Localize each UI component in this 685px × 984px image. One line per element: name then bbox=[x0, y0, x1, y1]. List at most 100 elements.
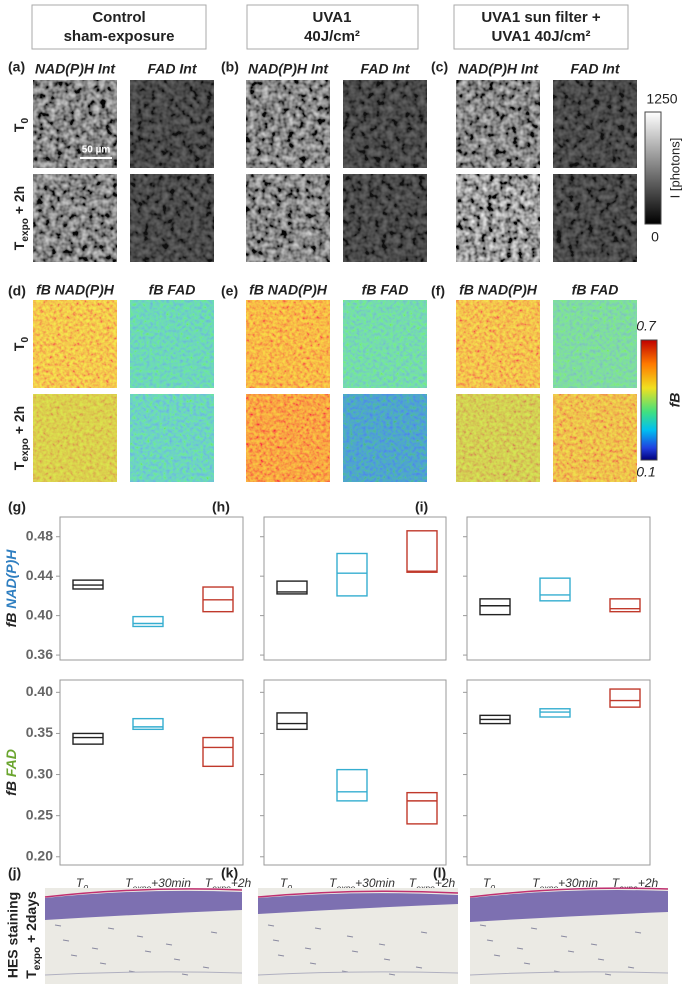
box bbox=[132, 717, 164, 731]
label-part: T bbox=[11, 123, 27, 132]
microscopy-texture bbox=[33, 80, 117, 168]
channel-label: fB NAD(P)H bbox=[36, 282, 115, 298]
label-part: T bbox=[11, 342, 27, 351]
y-tick-label: 0.44 bbox=[26, 567, 53, 583]
fb-texture bbox=[246, 394, 330, 482]
y-axis-label: fB NAD(P)H bbox=[3, 549, 19, 628]
y-tick-label: 0.40 bbox=[26, 683, 53, 699]
dermis-fiber bbox=[62, 939, 70, 942]
box bbox=[406, 791, 438, 825]
label-part: +2h bbox=[435, 876, 456, 890]
fb-texture bbox=[553, 394, 637, 482]
channel-label: fB NAD(P)H bbox=[459, 282, 538, 298]
plot-frame bbox=[263, 679, 447, 866]
stratum-corneum bbox=[257, 890, 459, 898]
panel-letter: (c) bbox=[431, 59, 448, 75]
channel-label: fB FAD bbox=[149, 282, 196, 298]
channel-label: fB FAD bbox=[572, 282, 619, 298]
plot-frame bbox=[466, 516, 651, 661]
dermis-fiber bbox=[420, 931, 428, 934]
panel-letter: (g) bbox=[8, 499, 26, 515]
label-part: T bbox=[532, 876, 541, 890]
tissue-edge bbox=[257, 971, 459, 976]
box bbox=[276, 712, 308, 731]
y-tick-label: 0.35 bbox=[26, 724, 53, 740]
microscopy-texture bbox=[246, 174, 330, 262]
channel-label: fB NAD(P)H bbox=[249, 282, 328, 298]
label-part: +30min bbox=[151, 876, 191, 890]
label-part: +2h bbox=[231, 876, 252, 890]
panel-letter: (h) bbox=[212, 499, 230, 515]
dermis-fiber bbox=[314, 927, 322, 930]
box bbox=[406, 530, 438, 573]
colorbar bbox=[644, 111, 662, 225]
label-part: 0 bbox=[20, 118, 31, 124]
dermis-fiber bbox=[54, 924, 62, 927]
epidermis bbox=[470, 890, 668, 922]
dermis-fiber bbox=[479, 924, 487, 927]
dermis-fiber bbox=[351, 950, 359, 953]
dermis-fiber bbox=[634, 931, 642, 934]
microscopy-texture bbox=[456, 80, 540, 168]
tissue-edge bbox=[44, 971, 243, 976]
label-part: T bbox=[409, 876, 418, 890]
box bbox=[539, 577, 571, 602]
dermis-fiber bbox=[144, 950, 152, 953]
plot-frame bbox=[466, 679, 651, 866]
label-part: +30min bbox=[558, 876, 598, 890]
dermis-fiber bbox=[267, 924, 275, 927]
label-part: fB bbox=[3, 613, 19, 628]
panel-letter: (b) bbox=[221, 59, 239, 75]
label-part: + 2days bbox=[23, 891, 39, 947]
plot-frame bbox=[59, 679, 244, 866]
panel-letter: (l) bbox=[433, 865, 446, 881]
row-label: Texpo + 2h bbox=[11, 186, 31, 250]
dermis-fiber bbox=[272, 939, 280, 942]
label-part: expo bbox=[20, 218, 31, 242]
histology-label: Texpo + 2days bbox=[23, 891, 43, 979]
header-text: Control bbox=[92, 9, 145, 26]
header-box bbox=[246, 4, 419, 50]
plot-frame bbox=[59, 516, 244, 661]
y-tick-label: 0.36 bbox=[26, 646, 53, 662]
label-part: T bbox=[76, 876, 85, 890]
fb-texture bbox=[33, 300, 117, 388]
box bbox=[276, 580, 308, 595]
dermis-fiber bbox=[304, 947, 312, 950]
fb-texture bbox=[456, 394, 540, 482]
dermis-fiber bbox=[493, 954, 501, 957]
panel-letter: (j) bbox=[8, 865, 21, 881]
plot-frame bbox=[263, 516, 447, 661]
fb-texture bbox=[456, 300, 540, 388]
histology-label: HES staining bbox=[5, 892, 21, 978]
dermis-fiber bbox=[202, 966, 210, 969]
dermis-fiber bbox=[523, 962, 531, 965]
label-part: 0 bbox=[20, 337, 31, 343]
dermis-fiber bbox=[516, 947, 524, 950]
label-part: T bbox=[612, 876, 621, 890]
box bbox=[132, 615, 164, 628]
channel-label: FAD Int bbox=[148, 61, 198, 77]
channel-label: FAD Int bbox=[571, 61, 621, 77]
panel-letter: (i) bbox=[415, 499, 428, 515]
channel-label: NAD(P)H Int bbox=[248, 61, 329, 77]
y-tick-label: 0.20 bbox=[26, 847, 53, 863]
label-part: T bbox=[483, 876, 492, 890]
dermis-fiber bbox=[560, 935, 568, 938]
label-part: +2h bbox=[638, 876, 659, 890]
colorbar-label: fB bbox=[667, 393, 683, 408]
dermis-fiber bbox=[136, 935, 144, 938]
dermis-fiber bbox=[91, 947, 99, 950]
label-part: NAD(P)H bbox=[3, 549, 19, 609]
fb-texture bbox=[553, 300, 637, 388]
header-text: 40J/cm² bbox=[304, 28, 360, 45]
stratum-corneum bbox=[44, 888, 243, 898]
colorbar bbox=[640, 339, 658, 461]
dermis-fiber bbox=[388, 973, 396, 976]
label-part: FAD bbox=[3, 749, 19, 777]
colorbar-min: 0 bbox=[651, 229, 659, 245]
dermis-fiber bbox=[99, 962, 107, 965]
epidermis bbox=[45, 890, 242, 920]
dermis-fiber bbox=[590, 943, 598, 946]
